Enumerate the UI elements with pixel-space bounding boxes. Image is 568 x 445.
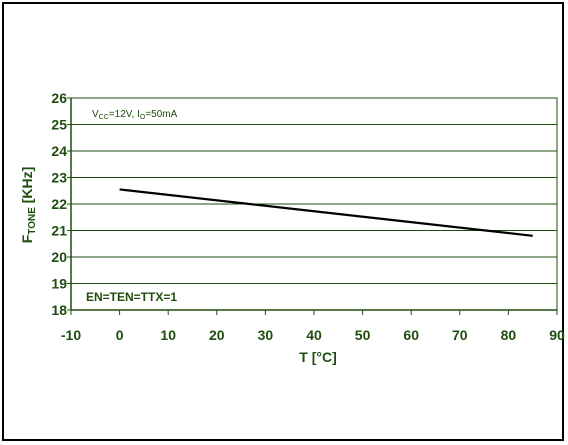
vcc-subscript: CC (99, 114, 109, 121)
y-tick-label: 22 (51, 196, 67, 212)
x-tick-label: 20 (209, 327, 225, 343)
series-line (119, 188, 533, 237)
io-subscript: O (140, 114, 146, 121)
y-tick-label: 21 (51, 223, 67, 239)
enable-annotation: EN=TEN=TTX=1 (86, 290, 177, 304)
tick-layer: 18 19 20 21 22 23 24 25 26 -10 0 10 20 30 40 50 60 70 80 90 (51, 90, 565, 343)
x-tick-label: 0 (116, 327, 124, 343)
y-tick-label: 18 (51, 302, 67, 318)
x-tick-label: 10 (160, 327, 176, 343)
x-tick-label: -10 (61, 327, 81, 343)
y-axis-title-subscript: TONE (27, 207, 38, 235)
y-tick-label: 19 (51, 276, 67, 292)
x-tick-label: 50 (355, 327, 371, 343)
y-axis-title-unit: [KHz] (19, 167, 35, 207)
x-tick-label: 30 (258, 327, 274, 343)
y-tick-label: 23 (51, 170, 67, 186)
chart-frame (2, 2, 564, 441)
vcc-value: =12V, I (109, 109, 140, 120)
y-tick-label: 26 (51, 90, 67, 106)
grid-layer (71, 97, 557, 311)
y-tick-label: 24 (51, 143, 67, 159)
x-tick-label: 60 (403, 327, 419, 343)
vcc-symbol: V (92, 109, 99, 120)
x-tick-label: 70 (452, 327, 468, 343)
x-axis-title: T [°C] (299, 349, 336, 365)
y-axis-title-main: F (19, 234, 35, 243)
x-tick-label: 40 (306, 327, 322, 343)
y-tick-label: 25 (51, 117, 67, 133)
series-layer (119, 188, 533, 237)
y-axis-title: FTONE [KHz] (19, 167, 38, 244)
io-value: =50mA (145, 109, 177, 120)
x-tick-label: 90 (549, 327, 565, 343)
x-tick-label: 80 (501, 327, 517, 343)
conditions-annotation: VCC=12V, IO=50mA (92, 109, 178, 121)
y-tick-label: 20 (51, 249, 67, 265)
